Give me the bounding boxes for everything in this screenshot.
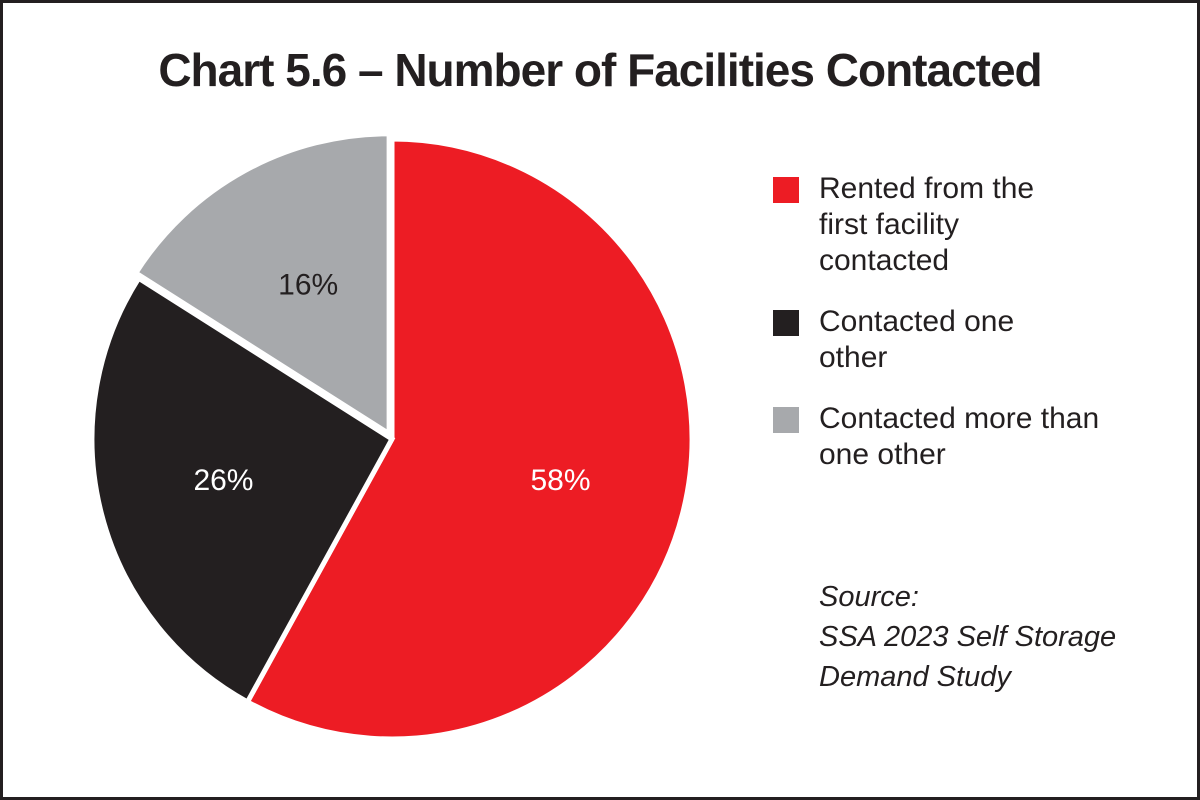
pie-plot: 58% 26% 16%	[89, 131, 695, 742]
legend-label: Contacted one other	[819, 305, 1015, 374]
data-label: 16%	[278, 268, 338, 301]
data-label: 58%	[531, 464, 591, 497]
pie-slice	[89, 274, 396, 706]
legend-label: Rented from the first facility contacted	[819, 172, 1035, 277]
legend-swatch	[773, 177, 799, 203]
legend-swatch	[773, 310, 799, 336]
legend-item: Contacted one other	[773, 304, 1019, 376]
pie-slice	[132, 131, 392, 439]
legend-swatch	[773, 407, 799, 433]
legend-item: Contacted more than one other	[773, 401, 1109, 473]
source-text: SSA 2023 Self Storage Demand Study	[819, 621, 1117, 693]
data-label: 26%	[193, 464, 253, 497]
legend: Rented from the first facility contacted…	[773, 171, 1109, 498]
legend-label: Contacted more than one other	[819, 402, 1100, 471]
source-label: Source:	[819, 581, 919, 613]
pie-slice	[244, 136, 695, 742]
source-note: Source: SSA 2023 Self Storage Demand Stu…	[819, 577, 1149, 697]
chart-title: Chart 5.6 – Number of Facilities Contact…	[158, 44, 1042, 96]
legend-item: Rented from the first facility contacted	[773, 171, 1069, 279]
